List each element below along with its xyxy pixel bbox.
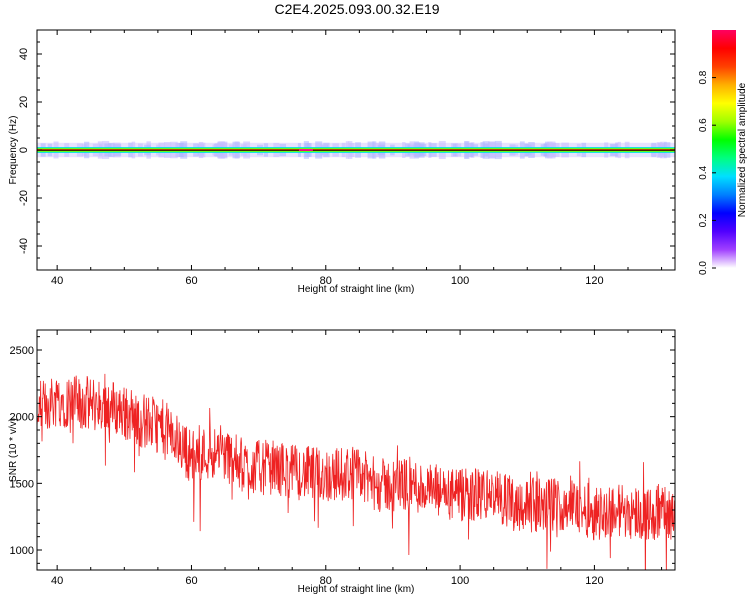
- y-tick-label: -20: [18, 190, 30, 206]
- snr-series-line: [37, 373, 675, 570]
- y-tick-label: 2500: [10, 345, 34, 357]
- signal-band: [37, 149, 675, 151]
- x-tick-label: 120: [585, 575, 603, 587]
- y-tick-label: 1000: [10, 545, 34, 557]
- spectrogram-plot-area: [37, 140, 675, 160]
- snr-y-axis: 1000 1500 2000 2500: [10, 336, 675, 564]
- colorbar-tick-label: 0.6: [698, 118, 709, 132]
- spectrogram-y-axis: 40 20 0 -20 -40: [18, 41, 675, 259]
- spectrogram-x-axis: 40 60 80 100 120: [51, 30, 663, 287]
- snr-panel: 40 60 80 100 120 1000 1500 2000 2500 Height of …: [8, 329, 676, 595]
- y-tick-label: 20: [18, 96, 30, 108]
- snr-plot-area: [37, 373, 675, 570]
- y-tick-label: 0: [18, 147, 30, 153]
- x-tick-label: 60: [185, 275, 197, 287]
- x-tick-label: 100: [451, 275, 469, 287]
- figure-title: C2E4.2025.093.00.32.E19: [274, 1, 439, 17]
- snr-x-axis: 40 60 80 100 120: [51, 330, 663, 587]
- spectrogram-y-label: Frequency (Hz): [8, 116, 19, 185]
- spectrogram-x-label: Height of straight line (km): [298, 284, 415, 295]
- x-tick-label: 80: [320, 575, 332, 587]
- y-tick-label: -40: [18, 238, 30, 254]
- x-tick-label: 120: [585, 275, 603, 287]
- colorbar-label: Normalized spectral amplitude: [737, 82, 748, 217]
- colorbar-tick-label: 0.2: [698, 213, 709, 227]
- snr-x-label: Height of straight line (km): [298, 584, 415, 595]
- colorbar-tick-label: 0.4: [698, 165, 709, 179]
- x-tick-label: 40: [51, 275, 63, 287]
- signal-peak: [298, 149, 313, 151]
- spectrogram-panel: 40 60 80 100 120 40 20 0 -20 -40 Height of strai…: [8, 29, 748, 295]
- y-tick-label: 1500: [10, 478, 34, 490]
- x-tick-label: 100: [451, 575, 469, 587]
- colorbar: [712, 30, 736, 268]
- y-tick-label: 2000: [10, 412, 34, 424]
- y-tick-label: 40: [18, 48, 30, 60]
- snr-frame: [36, 329, 676, 571]
- x-tick-label: 60: [185, 575, 197, 587]
- colorbar-tick-label: 0.0: [698, 261, 709, 275]
- snr-y-label: SNR (10 * v/v): [8, 418, 19, 482]
- x-tick-label: 40: [51, 575, 63, 587]
- colorbar-ticks: 0.0 0.2 0.4 0.6 0.8: [698, 70, 716, 275]
- x-tick-label: 80: [320, 275, 332, 287]
- colorbar-tick-label: 0.8: [698, 70, 709, 84]
